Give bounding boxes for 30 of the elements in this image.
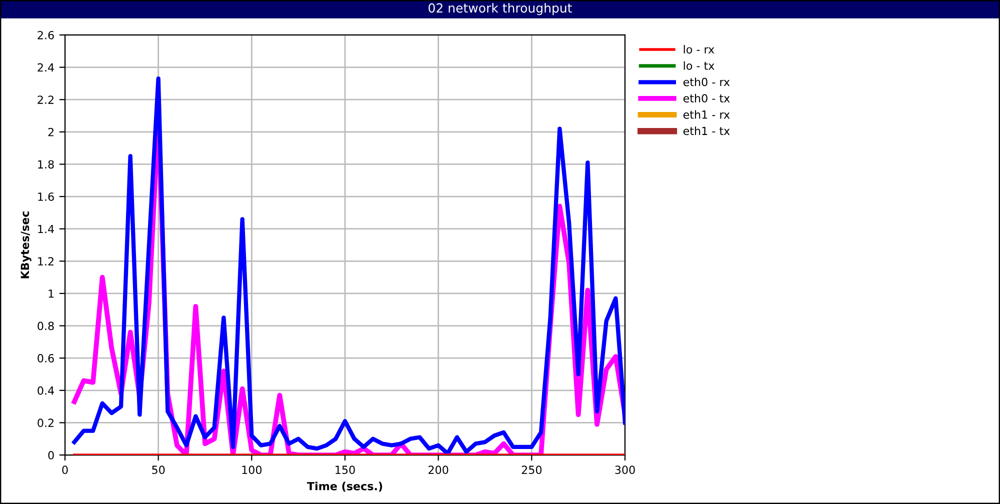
y-tick-label: 0.4 bbox=[38, 386, 54, 395]
y-tick-label: 0.2 bbox=[38, 418, 54, 428]
legend-label: eth0 - rx bbox=[683, 78, 730, 86]
x-axis-title: Time (secs.) bbox=[307, 482, 382, 492]
legend-label: eth1 - tx bbox=[683, 126, 730, 136]
x-tick-label: 200 bbox=[428, 466, 448, 474]
y-tick-label: 0.8 bbox=[38, 322, 54, 330]
chart-title: 02 network throughput bbox=[428, 3, 572, 16]
y-axis-title: KBytes/sec bbox=[20, 211, 32, 278]
y-tick-label: 2.2 bbox=[38, 96, 54, 104]
legend-label: eth0 - tx bbox=[683, 94, 730, 103]
y-tick-label: 1.8 bbox=[38, 160, 54, 169]
y-tick-label: 2 bbox=[48, 128, 54, 136]
legend-label: eth1 - rx bbox=[683, 110, 730, 119]
legend-label: lo - tx bbox=[684, 61, 714, 70]
y-tick-label: 1.4 bbox=[38, 224, 54, 234]
x-tick-label: 50 bbox=[152, 466, 165, 474]
x-tick-label: 150 bbox=[336, 466, 355, 474]
y-tick-label: 1 bbox=[48, 290, 54, 298]
y-tick-label: 2.4 bbox=[38, 63, 54, 72]
x-tick-label: 0 bbox=[62, 466, 68, 474]
y-tick-label: 1.2 bbox=[38, 257, 54, 266]
x-tick-label: 100 bbox=[242, 466, 262, 474]
y-tick-label: 1.6 bbox=[38, 192, 54, 201]
x-tick-label: 300 bbox=[615, 466, 635, 474]
legend-label: lo - rx bbox=[684, 44, 714, 54]
y-tick-label: 0.6 bbox=[38, 354, 54, 362]
y-tick-label: 2.6 bbox=[38, 30, 54, 40]
y-tick-label: 0 bbox=[48, 450, 54, 460]
x-tick-label: 250 bbox=[522, 466, 542, 474]
